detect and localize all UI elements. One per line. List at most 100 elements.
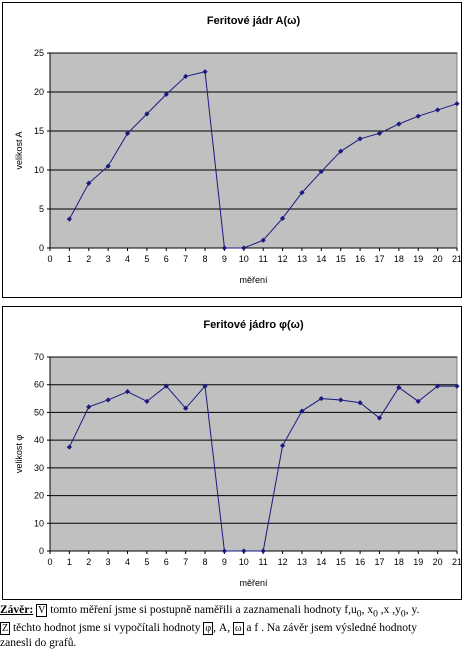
x-tick-label: 0: [47, 254, 52, 264]
data-point: [357, 400, 363, 406]
sub-2: 0: [400, 608, 406, 620]
x-tick-label: 8: [203, 557, 208, 567]
data-point: [318, 168, 324, 175]
boxed-v: V: [36, 604, 48, 617]
y-tick-label: 70: [34, 352, 44, 362]
chart-phase: Feritové jádro φ(ω) 0 10 20 30 40 50 60 70 0 1 2 3 4 5…: [2, 306, 462, 600]
data-point: [260, 548, 266, 554]
data-point: [241, 245, 247, 251]
data-point: [338, 148, 344, 154]
x-tick-label: 10: [239, 557, 249, 567]
x-tick-label: 6: [164, 557, 169, 567]
x-tick-label: 12: [278, 254, 288, 264]
x-tick-label: 16: [355, 557, 365, 567]
data-point: [299, 190, 305, 196]
sub-1: 0: [373, 608, 378, 620]
x-tick-label: 4: [125, 557, 130, 567]
x-axis-label: měření: [239, 578, 268, 588]
conclusion-text-2b: , A,: [213, 622, 233, 635]
x-tick-label: 14: [316, 557, 326, 567]
data-point: [415, 113, 421, 119]
x-tick-label: 18: [394, 557, 404, 567]
y-tick-label: 40: [34, 435, 44, 445]
conclusion-text-2: těchto hodnot jsme si vypočítali hodnoty: [10, 622, 204, 635]
y-tick-label: 20: [34, 87, 44, 97]
plot-area: [49, 356, 458, 552]
x-tick-label: 20: [433, 254, 443, 264]
x-tick-label: 9: [222, 254, 227, 264]
x-tick-label: 13: [297, 557, 307, 567]
x-tick-label: 7: [183, 557, 188, 567]
data-point: [183, 73, 189, 79]
y-tick-label: 20: [34, 491, 44, 501]
x-tick-label: 18: [394, 254, 404, 264]
x-tick-label: 16: [355, 254, 365, 264]
y-tick-label: 0: [39, 546, 44, 556]
data-point: [338, 397, 344, 403]
x-tick-label: 3: [106, 557, 111, 567]
y-tick-label: 10: [34, 518, 44, 528]
x-tick-label: 17: [374, 254, 384, 264]
y-tick-label: 60: [34, 380, 44, 390]
x-tick-label: 2: [86, 254, 91, 264]
plot-area: [49, 52, 458, 249]
conclusion-text-1c: ,x ,y: [377, 604, 401, 616]
data-point: [183, 405, 189, 411]
x-tick-label: 11: [259, 557, 268, 567]
x-tick-label: 2: [86, 557, 91, 567]
data-point: [105, 163, 111, 169]
x-tick-label: 15: [336, 254, 346, 264]
x-tick-label: 9: [222, 557, 227, 567]
x-tick-label: 5: [144, 557, 149, 567]
x-axis-label: měření: [239, 275, 268, 285]
y-axis-label: velikost φ: [14, 435, 24, 474]
data-point: [221, 548, 228, 554]
x-tick-label: 3: [106, 254, 111, 264]
boxed-phi: φ: [203, 622, 214, 636]
boxed-z: Z: [0, 622, 11, 636]
data-point: [66, 216, 72, 222]
x-tick-label: 6: [164, 254, 169, 264]
y-tick-label: 50: [34, 407, 44, 417]
data-point: [435, 107, 441, 113]
boxed-omega: ω: [232, 622, 244, 636]
chart-amplitude: Feritové jádr A(ω) 0 5 10 15 20 25 0 1 2 3 4 5 6 7 8 9 10…: [2, 2, 462, 298]
x-tick-label: 11: [259, 254, 268, 264]
data-point: [86, 180, 92, 186]
y-tick-label: 25: [34, 48, 44, 58]
x-tick-label: 12: [278, 557, 288, 567]
y-tick-label: 0: [39, 243, 44, 253]
x-tick-label: 4: [125, 254, 130, 264]
x-tick-label: 1: [67, 254, 72, 264]
data-point: [202, 69, 208, 75]
data-point: [144, 111, 150, 117]
chart-title: Feritové jádro φ(ω): [203, 319, 304, 331]
x-tick-label: 15: [336, 557, 346, 567]
conclusion-paragraph: Závěr: V tomto měření jsme si postupně n…: [0, 603, 464, 650]
sub-0: 0: [356, 608, 362, 620]
data-point: [396, 384, 402, 391]
x-tick-label: 19: [413, 557, 423, 567]
data-point: [279, 215, 286, 221]
x-tick-label: 21: [452, 254, 461, 264]
data-point: [241, 548, 247, 554]
y-tick-label: 5: [39, 204, 44, 214]
x-tick-label: 21: [452, 557, 461, 567]
data-point: [376, 130, 383, 136]
data-point: [221, 245, 228, 251]
x-tick-label: 5: [144, 254, 149, 264]
conclusion-text-1b: , x: [361, 604, 374, 616]
x-tick-label: 20: [433, 557, 443, 567]
conclusion-text-3: zanesli do grafů.: [0, 637, 77, 650]
x-tick-label: 1: [67, 557, 72, 567]
y-axis-label: velikost A: [14, 131, 24, 169]
data-point: [357, 136, 363, 142]
conclusion-text-2c: a f . Na závěr jsem výsledné hodnoty: [243, 622, 417, 635]
data-point: [163, 91, 169, 97]
x-tick-label: 17: [374, 557, 384, 567]
x-tick-label: 10: [239, 254, 249, 264]
data-point: [435, 383, 441, 389]
conclusion-text-1: tomto měření jsme si postupně naměřili a…: [47, 604, 357, 616]
